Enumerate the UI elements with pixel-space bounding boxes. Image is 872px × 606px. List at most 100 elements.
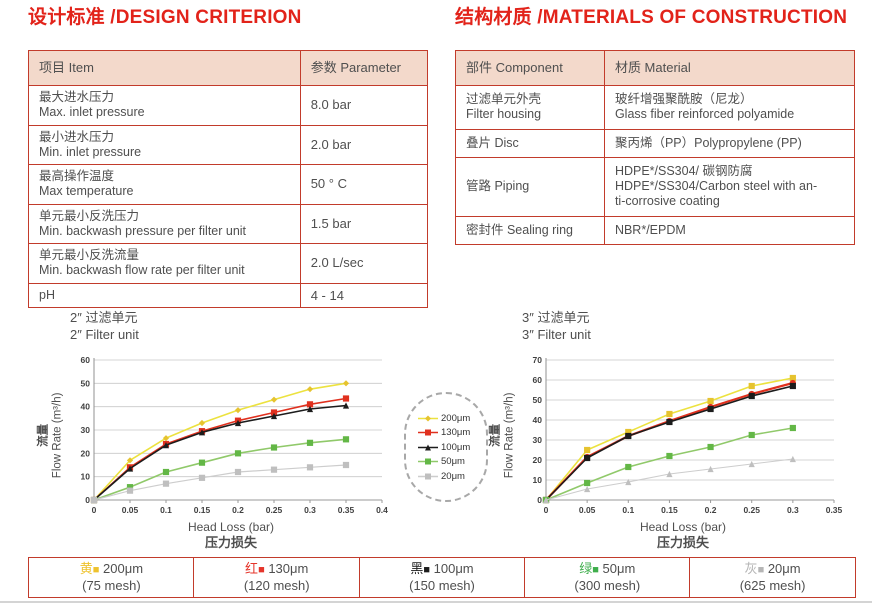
table-cell: 2.0 L/sec (299, 243, 429, 284)
table-row: 过滤单元外壳 Filter housing 玻纤增强聚酰胺（尼龙） Glass fib… (455, 85, 856, 130)
svg-text:0: 0 (92, 505, 97, 515)
table-cell: 最大进水压力 Max. inlet pressure (28, 85, 301, 126)
color-name-label: 黑 (410, 561, 424, 576)
table-row: pH 4 - 14 (28, 282, 429, 309)
table-cell: 管路 Piping (455, 156, 605, 217)
svg-text:20: 20 (81, 448, 91, 458)
table-cell: 聚丙烯（PP）Polypropylene (PP) (603, 128, 856, 158)
table-cell: 8.0 bar (299, 85, 429, 126)
chart-title: 2″ 过滤单元 2″ Filter unit (70, 310, 402, 344)
svg-text:70: 70 (533, 355, 543, 365)
legend-label: 20μm (441, 470, 465, 482)
mesh-legend-cell: 绿■ 50μm (300 mesh) (523, 557, 691, 598)
mesh-count-label: (120 mesh) (243, 577, 310, 593)
table-cell: 单元最小反洗流量 Min. backwash flow rate per filt… (28, 243, 301, 284)
chart-title: 3″ 过滤单元 3″ Filter unit (522, 310, 854, 344)
table-cell: 单元最小反洗压力 Min. backwash pressure per filte… (28, 203, 301, 244)
table-cell: 50 ° C (299, 164, 429, 205)
table-cell: 最小进水压力 Min. inlet pressure (28, 124, 301, 165)
legend-marker-icon (418, 444, 438, 450)
materials-table: 部件 Component 材质 Material 过滤单元外壳 Filter hous… (455, 50, 856, 245)
table-row: 管路 Piping HDPE*/SS304/ 碳钢防腐 HDPE*/SS304/Ca… (455, 156, 856, 217)
svg-text:60: 60 (81, 355, 91, 365)
svg-text:50: 50 (533, 395, 543, 405)
svg-text:0.25: 0.25 (266, 505, 283, 515)
chart-title-zh: 2″ 过滤单元 (70, 310, 138, 325)
legend-item: 130μm (418, 427, 486, 438)
mesh-count-label: (150 mesh) (409, 577, 475, 593)
micron-size-label: 50μm (598, 561, 636, 576)
x-axis-label: Head Loss (bar) 压力损失 (639, 519, 727, 550)
svg-text:0: 0 (544, 505, 549, 515)
svg-text:0.05: 0.05 (122, 505, 139, 515)
table-row: 叠片 Disc 聚丙烯（PP）Polypropylene (PP) (455, 128, 856, 158)
line-chart-3inch: 0 10 20 30 40 50 60 70 0 0.05 0.1 0.15 0.2 0.25 0.3 0.3… (533, 355, 843, 515)
mesh-color-size: 黑■ 100μm (410, 561, 473, 578)
table-cell: 玻纤增强聚酰胺（尼龙） Glass fiber reinforced polyam… (603, 85, 856, 130)
table-cell: 1.5 bar (299, 203, 429, 244)
chart-legend: 200μm 130μm 100μm 50μm 20μm (404, 392, 488, 502)
mesh-color-size: 红■ 130μm (245, 561, 308, 578)
mesh-count-label: (300 mesh) (574, 577, 641, 593)
legend-label: 50μm (441, 456, 465, 467)
color-name-label: 绿 (579, 561, 593, 576)
svg-text:0.3: 0.3 (304, 505, 316, 515)
table-cell: 4 - 14 (299, 282, 429, 309)
svg-text:0.2: 0.2 (232, 505, 244, 515)
table-row: 单元最小反洗流量 Min. backwash flow rate per filt… (28, 243, 429, 284)
column-header: 部件 Component (455, 50, 605, 86)
micron-size-label: 20μm (764, 561, 801, 576)
svg-text:40: 40 (533, 415, 543, 425)
legend-item: 20μm (418, 471, 486, 482)
legend-marker-icon (418, 458, 438, 465)
design-criterion-title: 设计标准 /DESIGN CRITERION (28, 7, 302, 28)
svg-text:0.05: 0.05 (579, 505, 596, 515)
table-row: 单元最小反洗压力 Min. backwash pressure per filte… (28, 203, 429, 244)
svg-text:0.35: 0.35 (338, 505, 355, 515)
svg-text:0.3: 0.3 (787, 505, 799, 515)
mesh-legend-cell: 红■ 130μm (120 mesh) (193, 557, 361, 598)
y-axis-label: 流量 Flow Rate (m³/h) (489, 392, 516, 479)
table-cell: 密封件 Sealing ring (455, 215, 605, 245)
materials-title: 结构材质 /MATERIALS OF CONSTRUCTION (455, 7, 848, 28)
mesh-legend-bar: 黄■ 200μm (75 mesh) 红■ 130μm (120 mesh) 黑■ 10… (28, 557, 856, 598)
table-row: 最大进水压力 Max. inlet pressure 8.0 bar (28, 85, 429, 126)
chart-title-en: 2″ Filter unit (70, 326, 139, 342)
svg-text:10: 10 (533, 475, 543, 485)
mesh-color-size: 绿■ 50μm (579, 561, 635, 578)
svg-text:20: 20 (533, 455, 543, 465)
micron-size-label: 130μm (264, 561, 309, 576)
svg-text:10: 10 (81, 471, 91, 481)
design-criterion-table: 项目 Item 参数 Parameter 最大进水压力 Max. inlet pres… (28, 50, 429, 309)
legend-item: 50μm (418, 456, 486, 467)
table-cell: pH (28, 282, 301, 309)
svg-text:30: 30 (81, 425, 91, 435)
svg-text:0.15: 0.15 (661, 505, 678, 515)
chart-title-zh: 3″ 过滤单元 (522, 310, 590, 325)
svg-text:0: 0 (85, 495, 90, 505)
mesh-count-label: (75 mesh) (82, 577, 141, 593)
table-cell: 叠片 Disc (455, 128, 605, 158)
table-row: 最小进水压力 Min. inlet pressure 2.0 bar (28, 124, 429, 165)
svg-text:50: 50 (81, 378, 91, 388)
color-name-label: 红 (245, 561, 259, 576)
chart-3inch-filter-unit: 3″ 过滤单元 3″ Filter unit 流量 Flow Rate (m³/… (488, 310, 854, 551)
table-cell: HDPE*/SS304/ 碳钢防腐 HDPE*/SS304/Carbon stee… (603, 156, 856, 217)
color-swatch-icon: ■ (757, 564, 765, 576)
svg-text:0.2: 0.2 (705, 505, 717, 515)
color-name-label: 灰 (744, 561, 758, 576)
table-cell: 过滤单元外壳 Filter housing (455, 85, 605, 130)
color-name-label: 黄 (79, 561, 93, 576)
mesh-legend-cell: 黑■ 100μm (150 mesh) (358, 557, 526, 598)
chart-title-en: 3″ Filter unit (522, 326, 591, 342)
mesh-legend-cell: 黄■ 200μm (75 mesh) (28, 557, 195, 598)
legend-item: 100μm (418, 442, 486, 453)
svg-text:0.35: 0.35 (826, 505, 843, 515)
color-swatch-icon: ■ (92, 564, 100, 576)
legend-marker-icon (418, 473, 438, 479)
y-axis-label: 流量 Flow Rate (m³/h) (37, 392, 64, 479)
line-chart-2inch: 0 10 20 30 40 50 60 0 0.05 0.1 0.15 0.2 0.25 0.3 0.35 0… (81, 355, 389, 515)
legend-item: 200μm (418, 413, 486, 424)
page-footer-rule (0, 601, 872, 603)
